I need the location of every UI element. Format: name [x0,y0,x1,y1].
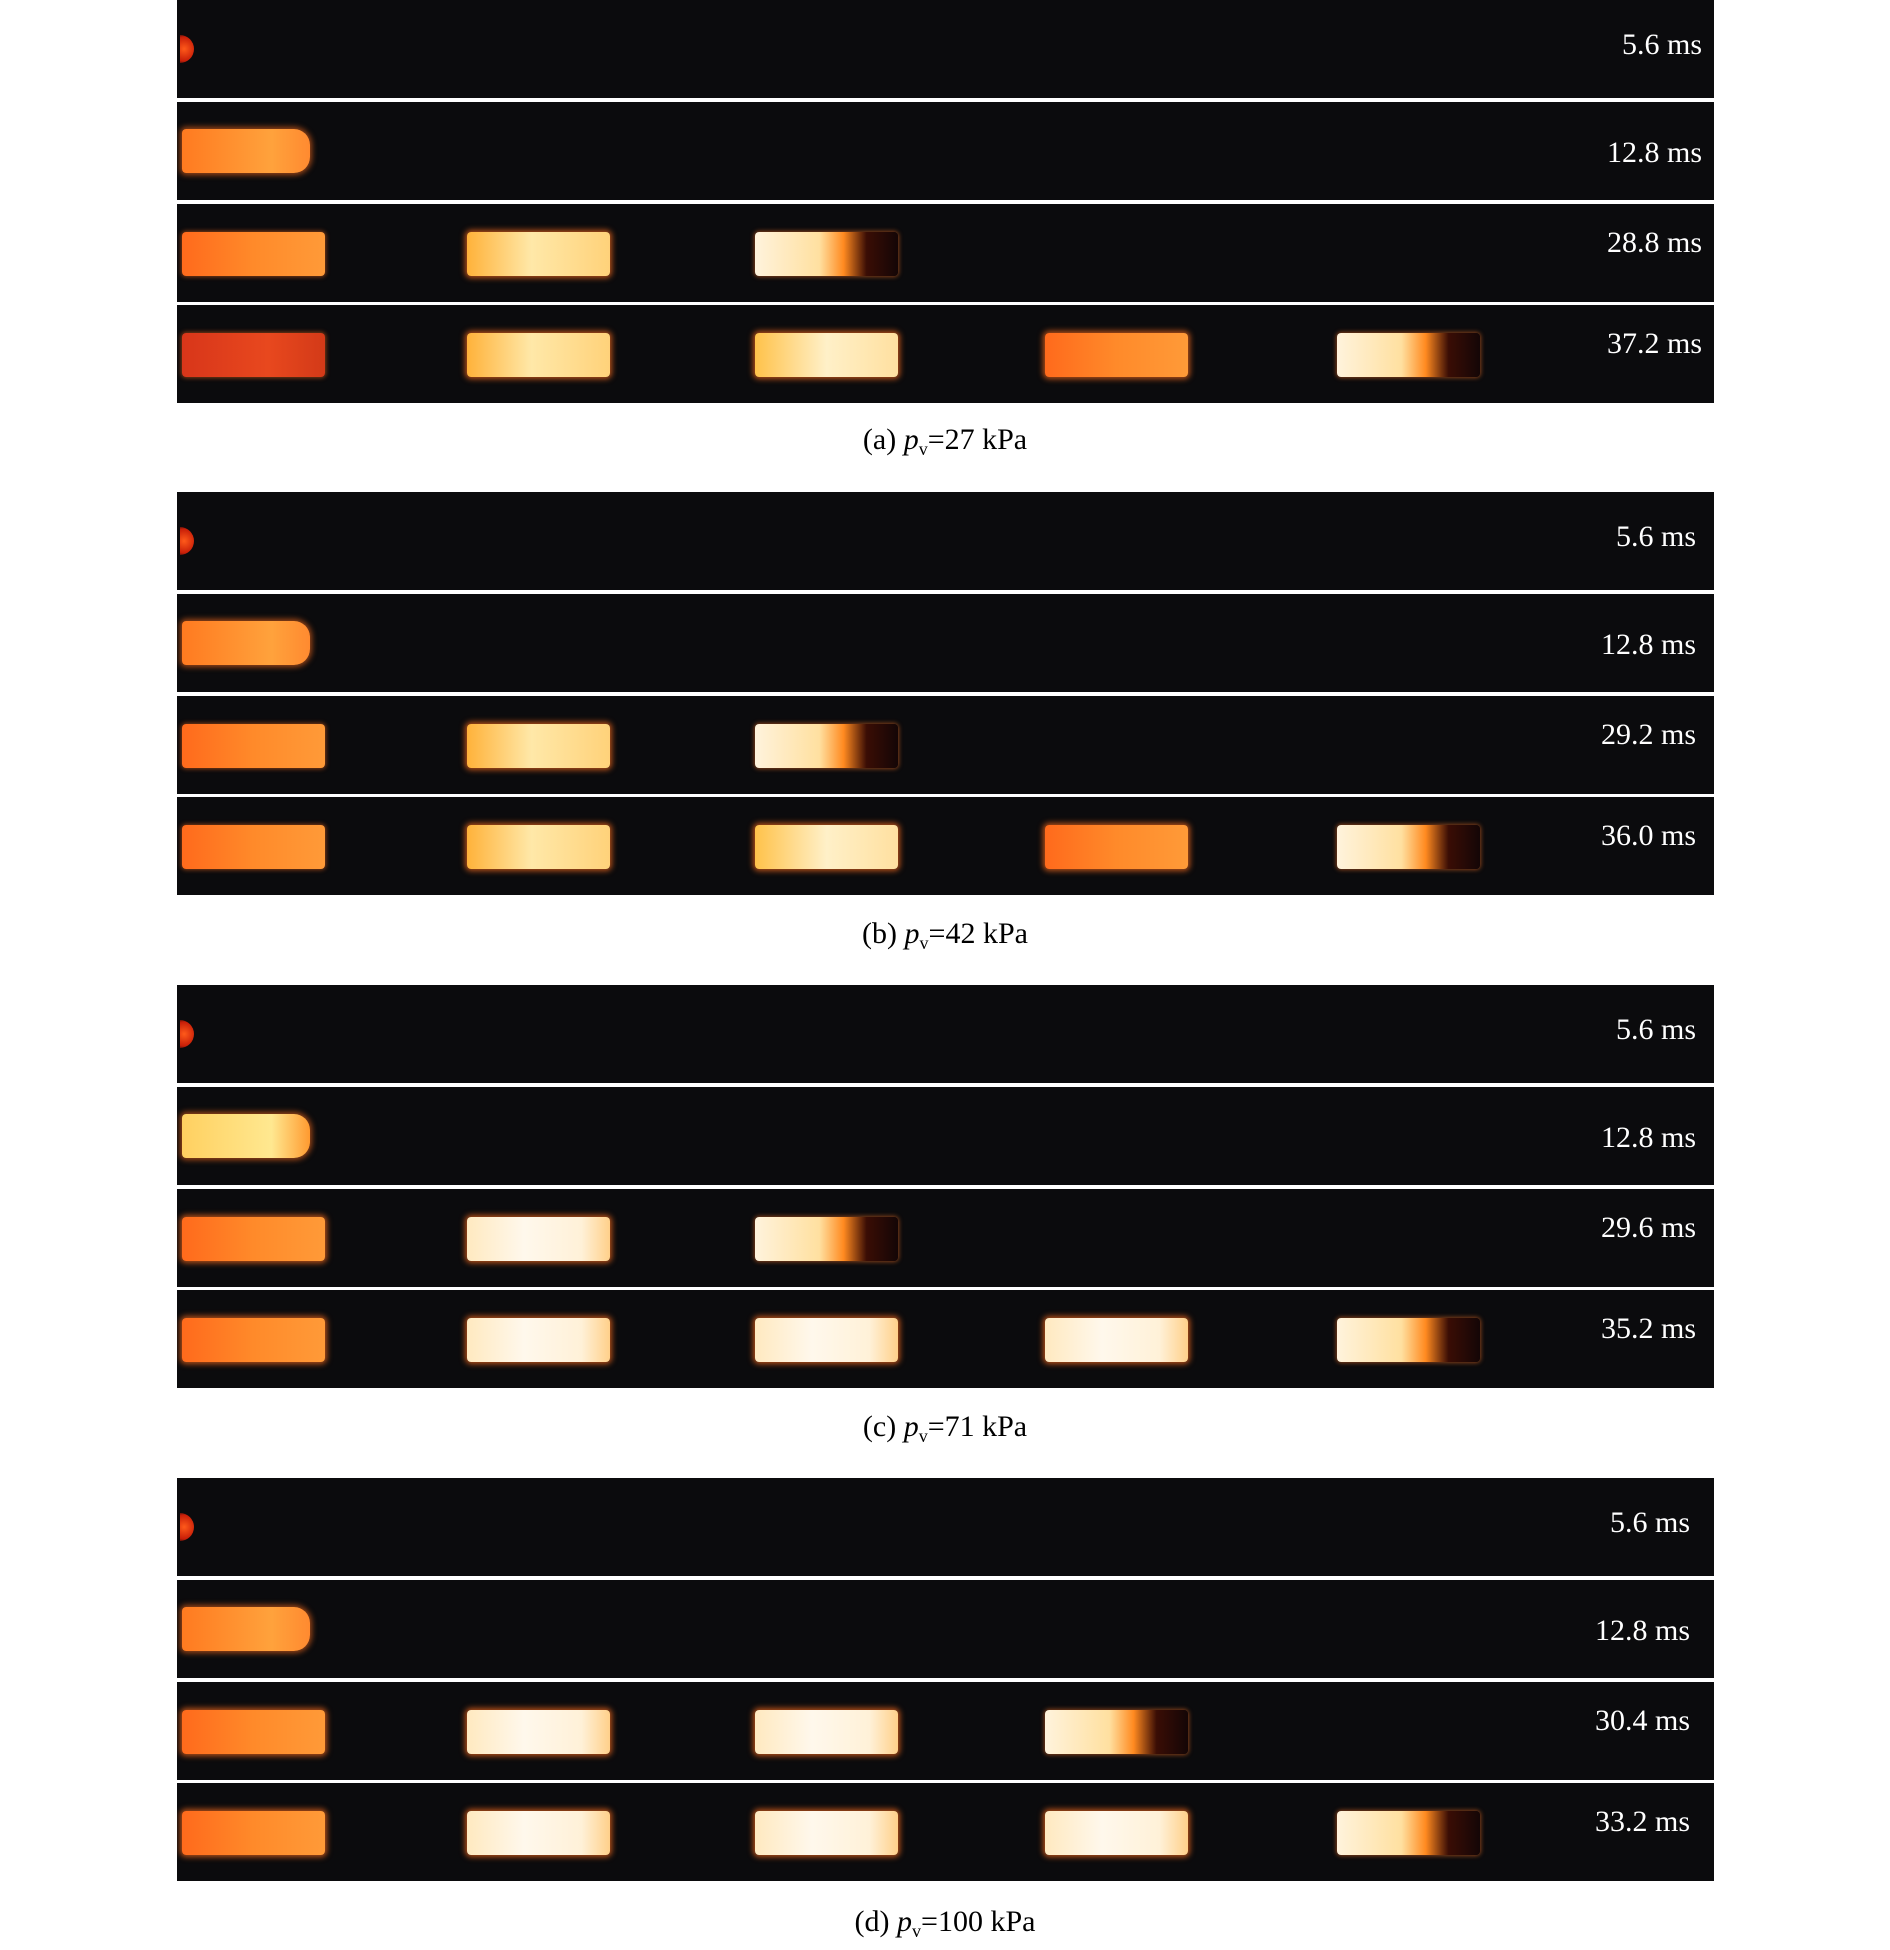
timestamp-label: 37.2 ms [1606,327,1702,360]
frame-strip: 29.2 ms [177,696,1714,794]
chamber-flame [1337,1811,1480,1855]
chamber-flame [182,232,325,276]
panel-caption: (b) pv=42 kPa [0,917,1890,954]
frame-strip: 5.6 ms [177,1478,1714,1576]
frame-strip: 12.8 ms [177,594,1714,692]
caption-variable: p [897,1905,913,1938]
caption-variable: p [903,1410,919,1443]
timestamp-label: 30.4 ms [1594,1704,1690,1737]
chamber-flame [755,333,898,377]
timestamp-label: 35.2 ms [1600,1312,1696,1345]
frame-strip: 12.8 ms [177,1087,1714,1185]
timestamp-label: 12.8 ms [1600,1121,1696,1154]
frame-strip: 37.2 ms [177,305,1714,403]
chamber-flame [182,333,325,377]
frame-strip: 30.4 ms [177,1682,1714,1780]
timestamp-label: 29.2 ms [1600,718,1696,751]
caption-value: =27 kPa [927,423,1028,456]
chamber-flame [182,825,325,869]
flame-front [182,1607,310,1651]
chamber-flame [1045,1811,1188,1855]
chamber-flame [755,1318,898,1362]
chamber-flame [467,232,610,276]
frame-strip: 5.6 ms [177,0,1714,98]
timestamp-label: 5.6 ms [1615,520,1696,553]
timestamp-label: 12.8 ms [1606,136,1702,169]
ignition-kernel [180,1513,194,1541]
frame-strip: 35.2 ms [177,1290,1714,1388]
chamber-flame [1045,1710,1188,1754]
flame-front [182,1114,310,1158]
caption-prefix: (b) [862,917,905,950]
caption-variable: p [903,423,919,456]
chamber-flame [467,1710,610,1754]
caption-prefix: (c) [862,1410,904,1443]
panel-caption: (c) pv=71 kPa [0,1410,1890,1447]
ignition-kernel [180,35,194,63]
frame-strip: 29.6 ms [177,1189,1714,1287]
chamber-flame [755,724,898,768]
frame-strip: 12.8 ms [177,1580,1714,1678]
timestamp-label: 5.6 ms [1615,1013,1696,1046]
chamber-flame [755,1217,898,1261]
frame-strip: 33.2 ms [177,1783,1714,1881]
chamber-flame [1337,825,1480,869]
chamber-flame [467,724,610,768]
timestamp-label: 33.2 ms [1594,1805,1690,1838]
caption-value: =42 kPa [928,917,1028,950]
caption-value: =71 kPa [927,1410,1028,1443]
chamber-flame [182,1217,325,1261]
chamber-flame [182,1318,325,1362]
caption-subscript: v [918,439,928,459]
caption-prefix: (a) [862,423,904,456]
frame-strip: 36.0 ms [177,797,1714,895]
timestamp-label: 36.0 ms [1600,819,1696,852]
timestamp-label: 29.6 ms [1600,1211,1696,1244]
frame-strip: 5.6 ms [177,492,1714,590]
frame-strip: 5.6 ms [177,985,1714,1083]
panel-caption: (a) pv=27 kPa [0,423,1890,460]
chamber-flame [1337,333,1480,377]
flame-front [182,129,310,173]
chamber-flame [1337,1318,1480,1362]
chamber-flame [467,333,610,377]
frame-strip: 28.8 ms [177,204,1714,302]
panel-caption: (d) pv=100 kPa [0,1905,1890,1942]
caption-prefix: (d) [854,1905,898,1938]
timestamp-label: 5.6 ms [1609,1506,1690,1539]
frame-strip: 12.8 ms [177,102,1714,200]
chamber-flame [1045,825,1188,869]
timestamp-label: 5.6 ms [1621,28,1702,61]
chamber-flame [467,1811,610,1855]
timestamp-label: 12.8 ms [1594,1614,1690,1647]
chamber-flame [755,1811,898,1855]
chamber-flame [755,232,898,276]
caption-subscript: v [918,1426,928,1446]
chamber-flame [467,825,610,869]
chamber-flame [1045,333,1188,377]
chamber-flame [755,825,898,869]
chamber-flame [755,1710,898,1754]
chamber-flame [182,1710,325,1754]
chamber-flame [467,1318,610,1362]
caption-subscript: v [912,1921,922,1941]
timestamp-label: 28.8 ms [1606,226,1702,259]
flame-front [182,621,310,665]
caption-variable: p [904,917,920,950]
ignition-kernel [180,527,194,555]
chamber-flame [182,724,325,768]
timestamp-label: 12.8 ms [1600,628,1696,661]
chamber-flame [467,1217,610,1261]
caption-value: =100 kPa [921,1905,1036,1938]
ignition-kernel [180,1020,194,1048]
chamber-flame [182,1811,325,1855]
caption-subscript: v [919,933,929,953]
chamber-flame [1045,1318,1188,1362]
